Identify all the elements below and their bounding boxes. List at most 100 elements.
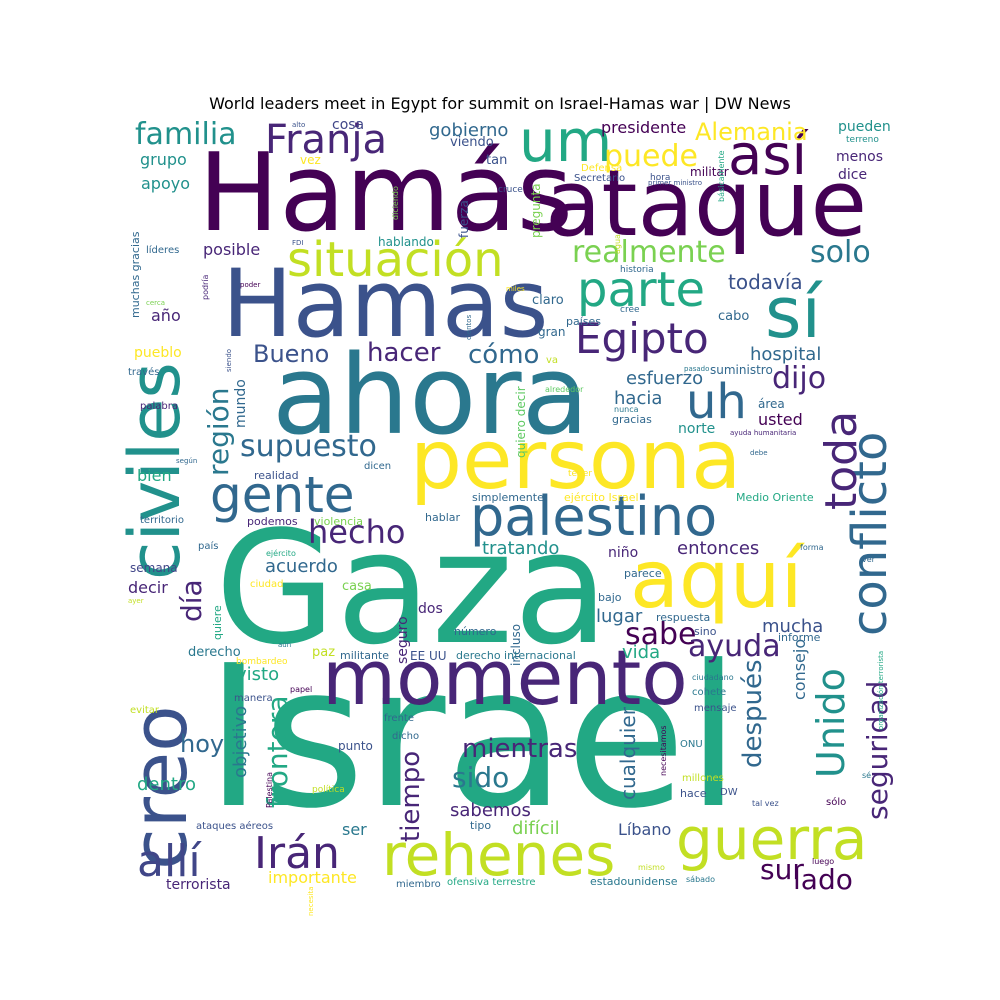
cloud-word: estadounidense: [590, 875, 678, 888]
cloud-word: siendo: [225, 348, 233, 372]
cloud-word: respuesta: [656, 611, 711, 624]
cloud-word: situación: [287, 232, 504, 288]
cloud-word: dentro: [137, 774, 196, 795]
cloud-word: alto: [292, 121, 306, 129]
cloud-word: visto: [236, 664, 280, 685]
cloud-word: necesitamos: [659, 725, 668, 776]
cloud-word: familia: [135, 117, 237, 152]
cloud-word: bajo: [598, 591, 622, 604]
cloud-word: hecho: [308, 513, 406, 551]
cloud-word: DW: [720, 787, 738, 798]
cloud-word: debe: [750, 449, 768, 457]
cloud-word: grupo: [140, 150, 187, 169]
cloud-word: cerca: [146, 299, 166, 307]
cloud-word: lado: [793, 863, 853, 896]
cloud-word: hablando: [378, 235, 434, 249]
cloud-word: sábado: [686, 875, 716, 884]
cloud-word: número: [454, 625, 497, 638]
cloud-word: cabo: [718, 309, 750, 324]
cloud-word: pregunta: [529, 183, 543, 238]
cloud-word: sí: [765, 272, 821, 354]
cloud-word: presidente: [601, 118, 687, 137]
cloud-word: poder: [240, 281, 261, 289]
cloud-word: toda: [816, 410, 867, 510]
cloud-word: día: [175, 579, 208, 622]
cloud-word: acuerdo: [265, 556, 338, 577]
cloud-word: parece: [624, 567, 662, 580]
cloud-word: gracias: [612, 413, 652, 426]
cloud-word: ahora: [272, 331, 590, 459]
cloud-word: cualquier: [616, 707, 640, 800]
cloud-word: violencia: [314, 515, 363, 528]
cloud-word: cree: [620, 305, 640, 315]
cloud-word: podría: [201, 274, 210, 300]
cloud-word: Israel: [205, 624, 741, 852]
cloud-word: país: [198, 541, 219, 552]
cloud-word: nunca: [614, 405, 639, 414]
cloud-word: guerra: [676, 805, 868, 873]
cloud-word: militar: [690, 165, 729, 179]
cloud-word: pasado: [684, 365, 710, 373]
cloud-word: esfuerzo: [626, 368, 704, 389]
cloud-word: Hamás: [198, 131, 574, 256]
cloud-word: aquí: [630, 533, 803, 626]
cloud-word: frente: [384, 713, 414, 724]
cloud-word: aún: [278, 641, 292, 649]
cloud-word: Gaza: [215, 497, 609, 679]
cloud-word: dijo: [772, 361, 827, 396]
cloud-word: consejo: [790, 638, 809, 700]
cloud-word: ejército: [266, 549, 296, 558]
cloud-word: según: [176, 457, 198, 465]
cloud-word: vida: [622, 642, 661, 663]
cloud-word: ver: [862, 555, 875, 564]
cloud-word: palabra: [140, 401, 178, 412]
cloud-word: año: [151, 306, 181, 325]
cloud-word: tratando: [482, 538, 560, 559]
cloud-word: ataques aéreos: [196, 821, 274, 832]
cloud-word: Unido: [809, 668, 853, 778]
cloud-word: hospital: [750, 344, 822, 365]
cloud-word: importante: [268, 868, 357, 887]
cloud-word: líderes: [146, 245, 180, 256]
cloud-word: norte: [678, 421, 716, 437]
cloud-word: millones: [682, 773, 724, 784]
cloud-word: través: [128, 367, 160, 378]
cloud-word: evitar: [130, 705, 160, 716]
cloud-word: ataque: [545, 150, 868, 257]
cloud-word: solo: [810, 235, 871, 270]
cloud-word: agua: [613, 234, 622, 254]
cloud-word: primer ministro: [648, 179, 703, 187]
cloud-word: tan: [486, 153, 508, 168]
cloud-word: cruce: [498, 185, 523, 195]
cloud-word: forma: [800, 543, 824, 552]
cloud-word: casa: [342, 579, 372, 594]
cloud-word: sido: [452, 761, 510, 794]
cloud-word: simplemente: [472, 491, 544, 504]
cloud-word: papel: [290, 685, 313, 694]
cloud-word: derecho: [188, 645, 241, 660]
cloud-word: lugar: [596, 606, 643, 627]
cloud-word: seguro: [395, 616, 411, 664]
cloud-word: parte: [577, 262, 705, 318]
cloud-word: gente: [210, 466, 355, 524]
cloud-word: alrededor: [545, 385, 584, 394]
cloud-word: historia: [620, 265, 654, 275]
cloud-word: puede: [604, 139, 699, 174]
cloud-word: supuesto: [240, 429, 377, 464]
cloud-word: así: [728, 123, 808, 188]
cloud-word: hace: [680, 787, 707, 800]
cloud-word: vez: [300, 153, 321, 167]
cloud-word: terrorista: [166, 877, 231, 893]
cloud-word: Hamas: [222, 250, 549, 359]
cloud-word: Secretario: [574, 173, 626, 184]
cloud-word: organización terrorista: [877, 650, 885, 730]
cloud-word: cómo: [468, 340, 540, 370]
cloud-word: necesita: [307, 886, 315, 916]
cloud-word: pueblo: [134, 345, 182, 361]
chart-title: World leaders meet in Egypt for summit o…: [209, 94, 791, 113]
cloud-word: dos: [418, 601, 443, 617]
cloud-word: realmente: [572, 235, 726, 270]
cloud-word: ayuda: [688, 629, 781, 664]
cloud-word: dicho: [392, 731, 420, 742]
